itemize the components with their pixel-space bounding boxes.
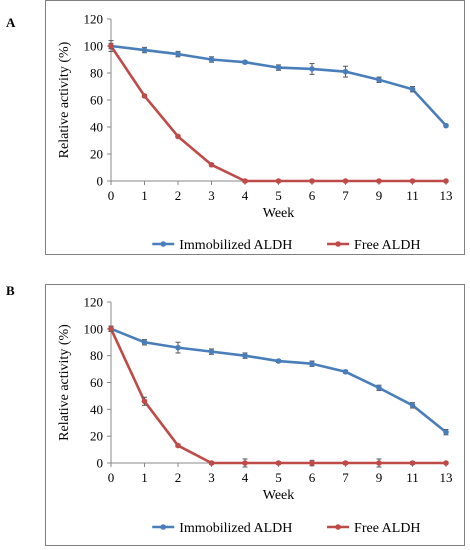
- y-tick-label: 0: [97, 456, 104, 471]
- data-point: [409, 86, 416, 92]
- data-point: [208, 56, 215, 63]
- data-point: [443, 460, 449, 466]
- x-tick-label: 11: [406, 188, 419, 203]
- y-tick-label: 60: [90, 93, 103, 108]
- x-tick-label: 9: [376, 188, 383, 203]
- y-tick-label: 120: [84, 295, 104, 310]
- data-point: [275, 460, 282, 466]
- data-point: [309, 360, 315, 367]
- data-point: [141, 398, 148, 405]
- x-tick-label: 2: [175, 470, 182, 485]
- panel-label-a: A: [6, 15, 16, 30]
- data-point: [409, 460, 416, 466]
- data-point: [443, 122, 449, 129]
- legend-marker: [335, 241, 341, 247]
- y-tick-label: 60: [90, 375, 103, 390]
- legend-label: Immobilized ALDH: [179, 238, 292, 253]
- x-tick-label: 2: [175, 188, 182, 203]
- data-point: [342, 460, 349, 466]
- data-point: [409, 402, 416, 409]
- y-tick-label: 20: [90, 147, 103, 162]
- y-axis-title: Relative activity (%): [57, 324, 72, 441]
- data-point: [443, 178, 449, 184]
- x-tick-label: 7: [342, 470, 349, 485]
- data-point: [309, 460, 315, 466]
- panel-label-b: B: [6, 283, 15, 298]
- x-tick-label: 3: [208, 470, 215, 485]
- legend-label: Free ALDH: [354, 238, 421, 253]
- legend-label: Immobilized ALDH: [179, 521, 292, 536]
- data-point: [108, 326, 114, 332]
- legend-label: Free ALDH: [354, 521, 421, 536]
- data-point: [275, 64, 282, 71]
- data-point: [409, 178, 416, 184]
- data-point: [208, 162, 215, 168]
- y-tick-label: 100: [84, 321, 104, 336]
- x-tick-label: 0: [108, 470, 115, 485]
- x-tick-label: 11: [406, 470, 419, 485]
- data-point: [443, 429, 449, 435]
- x-axis-title: Week: [263, 206, 295, 221]
- y-axis-title: Relative activity (%): [57, 41, 72, 158]
- data-point: [342, 68, 349, 75]
- y-tick-label: 20: [90, 429, 103, 444]
- x-tick-label: 1: [141, 470, 148, 485]
- data-point: [342, 368, 349, 375]
- y-tick-label: 40: [90, 402, 103, 417]
- data-point: [141, 339, 148, 346]
- y-tick-label: 80: [90, 66, 103, 81]
- data-point: [175, 51, 181, 57]
- data-point: [175, 344, 181, 351]
- x-tick-label: 6: [309, 188, 316, 203]
- data-point: [208, 348, 215, 355]
- data-point: [376, 178, 382, 184]
- x-axis-title: Week: [263, 488, 295, 503]
- data-point: [342, 178, 349, 184]
- x-tick-label: 6: [309, 470, 316, 485]
- data-point: [242, 59, 248, 65]
- x-tick-label: 3: [208, 188, 215, 203]
- chart-panel-a: 0 20 40 60 80 100 120 0 1 2 3 4 5 6 7 9 11 13 Week Relative…: [45, 0, 465, 255]
- data-point: [309, 66, 315, 72]
- data-point: [376, 385, 382, 391]
- data-point: [141, 47, 148, 53]
- x-tick-label: 5: [275, 470, 282, 485]
- data-point: [309, 178, 315, 184]
- y-tick-label: 120: [84, 12, 104, 27]
- data-point: [175, 133, 181, 140]
- y-tick-label: 80: [90, 348, 103, 363]
- data-point: [242, 178, 248, 184]
- x-tick-label: 4: [242, 188, 249, 203]
- data-point: [208, 460, 215, 466]
- legend-marker: [160, 241, 167, 247]
- data-point: [242, 460, 248, 466]
- x-tick-label: 9: [376, 470, 383, 485]
- x-tick-label: 4: [242, 470, 249, 485]
- y-tick-label: 0: [97, 174, 104, 189]
- x-tick-label: 0: [108, 188, 115, 203]
- line-chart-a: 0 20 40 60 80 100 120 0 1 2 3 4 5 6 7 9 11 13 Week Relative…: [57, 12, 453, 254]
- legend-marker: [160, 524, 167, 530]
- data-point: [175, 442, 181, 449]
- y-tick-label: 40: [90, 120, 103, 135]
- data-point: [141, 93, 148, 99]
- data-point: [242, 352, 248, 359]
- x-tick-label: 5: [275, 188, 282, 203]
- data-point: [108, 43, 114, 49]
- legend-marker: [335, 524, 341, 530]
- y-tick-label: 100: [84, 39, 104, 54]
- series-line: [110, 44, 447, 127]
- chart-panel-b: 0 20 40 60 80 100 120 0 1 2 3 4 5 6 7 9 11 13 Week Relative…: [45, 284, 465, 546]
- data-point: [275, 178, 282, 184]
- data-point: [376, 460, 382, 466]
- x-tick-label: 7: [342, 188, 349, 203]
- data-point: [376, 76, 382, 83]
- data-point: [275, 358, 282, 364]
- line-chart-b: 0 20 40 60 80 100 120 0 1 2 3 4 5 6 7 9 11 13 Week Relative…: [57, 295, 453, 537]
- x-tick-label: 1: [141, 188, 148, 203]
- x-tick-label: 13: [440, 470, 453, 485]
- x-tick-label: 13: [440, 188, 453, 203]
- series-line: [110, 327, 447, 434]
